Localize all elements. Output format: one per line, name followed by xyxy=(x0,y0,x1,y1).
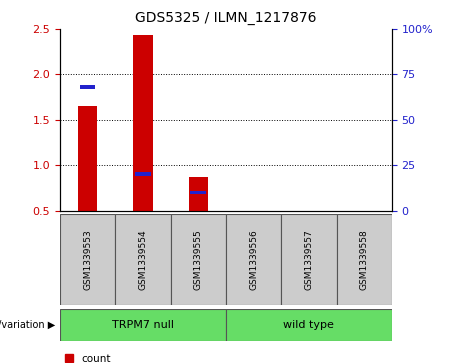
Bar xyxy=(80,85,95,89)
Title: GDS5325 / ILMN_1217876: GDS5325 / ILMN_1217876 xyxy=(135,11,317,25)
Text: wild type: wild type xyxy=(284,320,334,330)
Legend: count, percentile rank within the sample: count, percentile rank within the sample xyxy=(65,354,258,363)
Text: GSM1339557: GSM1339557 xyxy=(304,229,313,290)
Text: GSM1339554: GSM1339554 xyxy=(138,229,148,290)
Bar xyxy=(189,177,208,211)
Bar xyxy=(60,214,115,305)
Bar xyxy=(60,309,226,341)
Text: TRPM7 null: TRPM7 null xyxy=(112,320,174,330)
Bar xyxy=(78,106,97,211)
Text: genotype/variation ▶: genotype/variation ▶ xyxy=(0,320,55,330)
Bar xyxy=(337,214,392,305)
Text: GSM1339555: GSM1339555 xyxy=(194,229,203,290)
Bar xyxy=(135,172,151,176)
Bar xyxy=(226,214,281,305)
Bar xyxy=(190,191,206,194)
Bar xyxy=(171,214,226,305)
Bar xyxy=(226,309,392,341)
Text: GSM1339553: GSM1339553 xyxy=(83,229,92,290)
Bar xyxy=(133,36,153,211)
Bar xyxy=(281,214,337,305)
Text: GSM1339556: GSM1339556 xyxy=(249,229,258,290)
Text: GSM1339558: GSM1339558 xyxy=(360,229,369,290)
Bar xyxy=(115,214,171,305)
